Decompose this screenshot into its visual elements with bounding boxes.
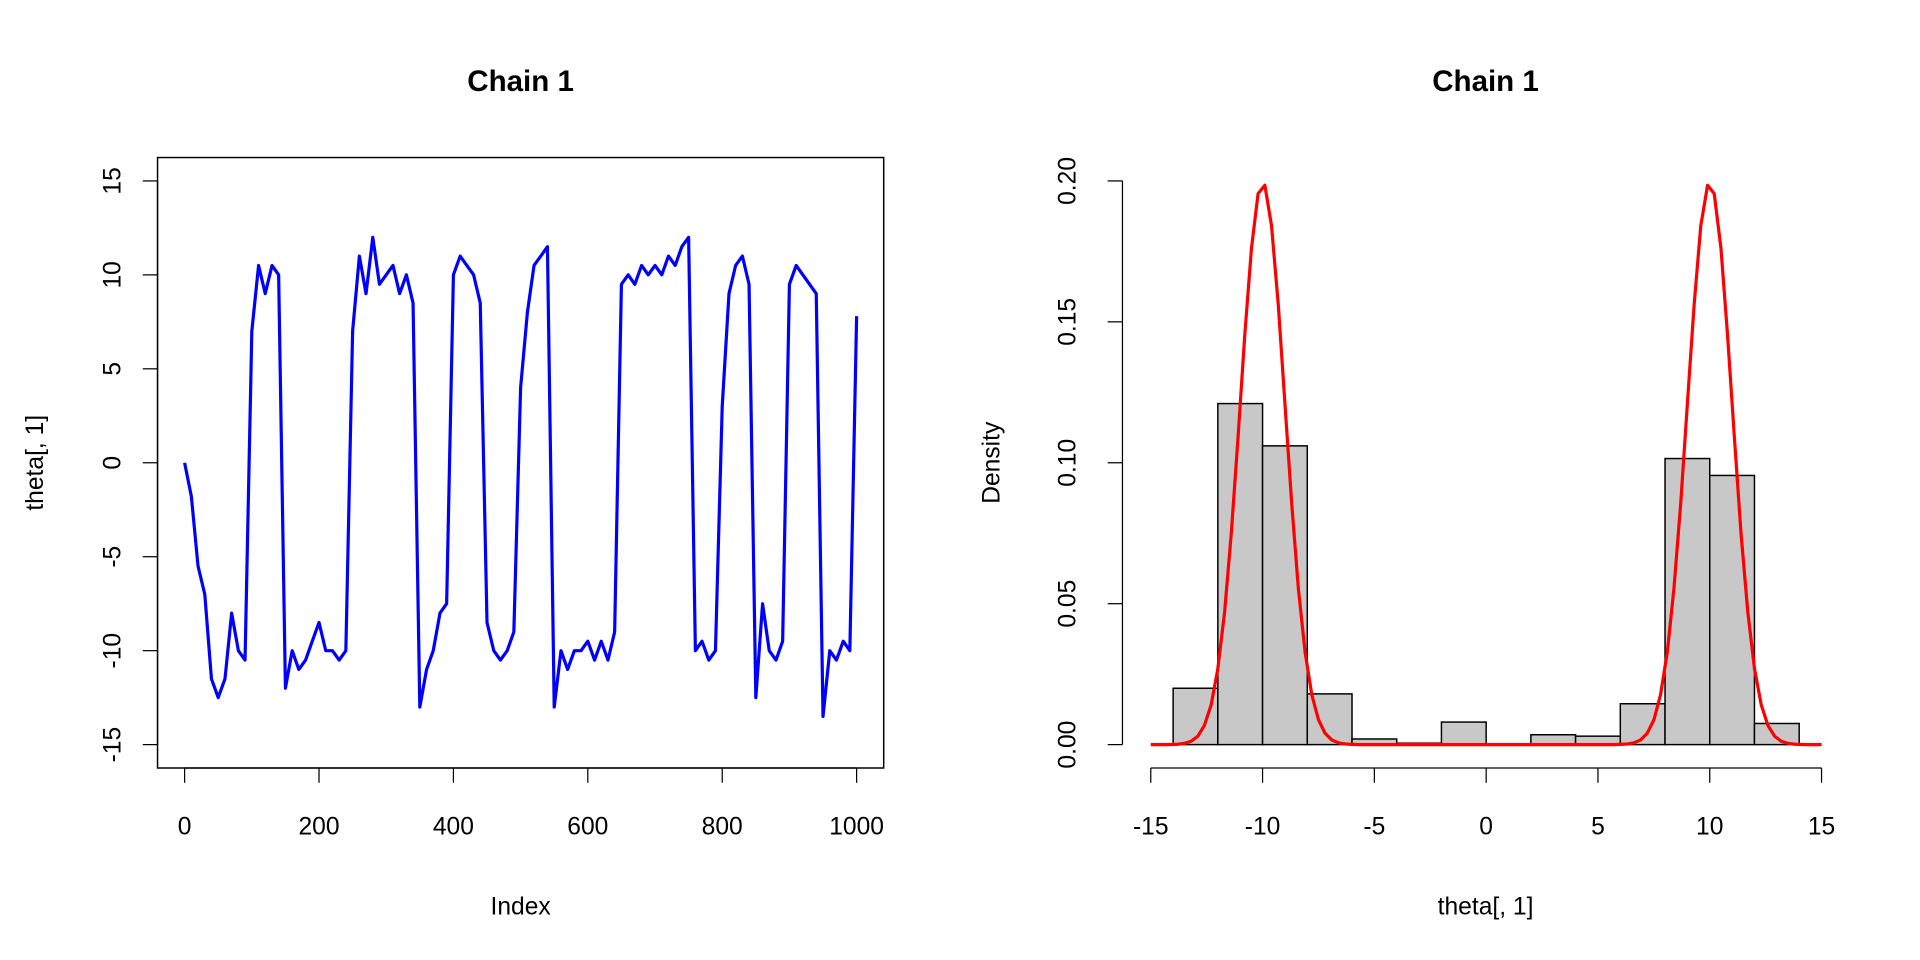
trace-x-tick-label: 600 xyxy=(567,813,608,840)
trace-y-tick-label: -5 xyxy=(100,546,127,568)
hist-y-tick-label: 0.00 xyxy=(1055,721,1082,769)
hist-x-tick-label: -10 xyxy=(1245,813,1281,840)
hist-x-tick-label: 0 xyxy=(1479,813,1493,840)
trace-x-tick-label: 200 xyxy=(298,813,339,840)
trace-y-tick-label: -10 xyxy=(100,633,127,669)
density-curve xyxy=(1150,183,1822,747)
hist-title: Chain 1 xyxy=(1432,65,1539,98)
trace-title: Chain 1 xyxy=(467,65,574,98)
hist-y-tick-label: 0.10 xyxy=(1055,439,1082,487)
hist-ylabel: Density xyxy=(978,421,1005,504)
trace-x-tick-label: 1000 xyxy=(829,813,884,840)
trace-series-line xyxy=(183,235,859,719)
trace-plot-box xyxy=(156,156,885,769)
hist-xlabel: theta[, 1] xyxy=(1438,893,1534,920)
hist-y-tick-label: 0.20 xyxy=(1055,157,1082,205)
trace-x-tick-label: 400 xyxy=(433,813,474,840)
hist-x-tick-label: -15 xyxy=(1133,813,1169,840)
trace-x-tick-label: 0 xyxy=(178,813,192,840)
histogram-bar xyxy=(1440,721,1487,746)
hist-y-tick-label: 0.15 xyxy=(1055,298,1082,346)
trace-y-tick-label: 15 xyxy=(100,167,127,194)
trace-y-tick-label: -15 xyxy=(100,727,127,763)
hist-x-tick-label: 5 xyxy=(1591,813,1605,840)
histogram-bar xyxy=(1217,402,1264,746)
trace-xlabel: Index xyxy=(491,893,552,920)
hist-x-tick-label: 10 xyxy=(1696,813,1723,840)
hist-y-tick-label: 0.05 xyxy=(1055,580,1082,628)
trace-y-tick-label: 5 xyxy=(100,362,127,376)
trace-y-tick-label: 10 xyxy=(100,261,127,288)
hist-x-tick-label: 15 xyxy=(1808,813,1835,840)
histogram-bar xyxy=(1753,722,1800,746)
hist-x-tick-label: -5 xyxy=(1363,813,1385,840)
trace-y-tick-label: 0 xyxy=(100,456,127,470)
trace-x-tick-label: 800 xyxy=(702,813,743,840)
histogram-bar xyxy=(1172,687,1219,746)
trace-ylabel: theta[, 1] xyxy=(22,415,49,511)
